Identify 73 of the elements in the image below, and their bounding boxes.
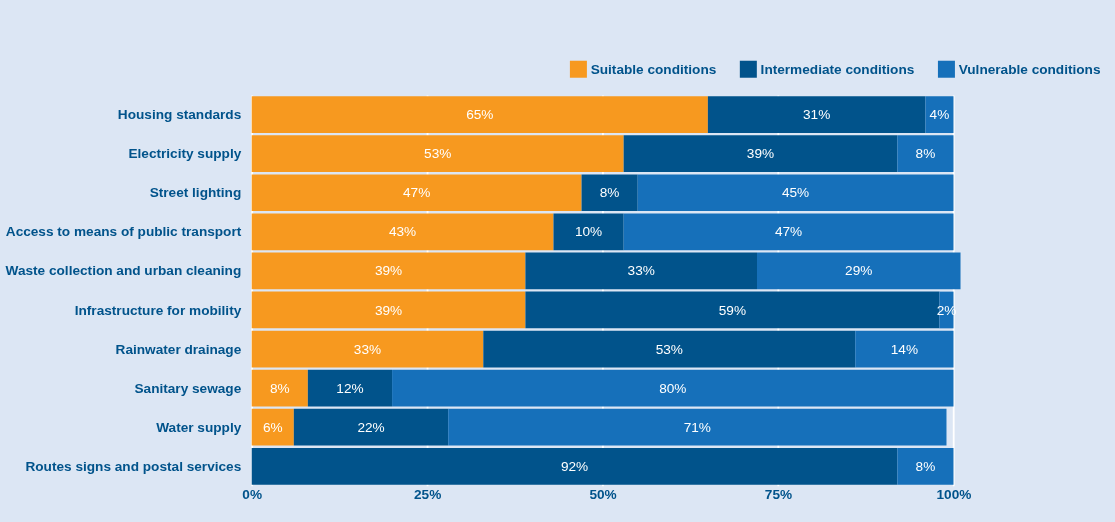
- y-tick-label: Housing standards: [117, 107, 242, 123]
- data-label: 47%: [402, 185, 431, 201]
- y-tick-label: Rainwater drainage: [115, 341, 242, 357]
- data-label: 8%: [269, 380, 290, 396]
- bar: [553, 213, 624, 251]
- data-label: 6%: [262, 419, 283, 435]
- x-tick-label: 50%: [589, 487, 617, 502]
- legend-label: Intermediate conditions: [760, 61, 915, 77]
- bar: [897, 135, 954, 173]
- data-label: 53%: [424, 146, 452, 162]
- data-label: 10%: [574, 224, 603, 240]
- data-label: 53%: [655, 341, 683, 357]
- bar: [483, 330, 856, 368]
- legend-label: Suitable conditions: [590, 61, 717, 77]
- bar: [392, 369, 954, 407]
- data-label: 47%: [774, 224, 803, 240]
- bar: [637, 174, 954, 212]
- bar: [897, 447, 954, 485]
- data-label: 33%: [353, 341, 382, 357]
- y-tick-label: Infrastructure for mobility: [74, 302, 242, 318]
- data-label: 31%: [803, 107, 831, 123]
- y-tick-label: Water supply: [156, 419, 242, 435]
- bar: [251, 213, 554, 251]
- data-label: 33%: [627, 263, 655, 279]
- data-label: 12%: [336, 380, 364, 396]
- data-label: 29%: [845, 263, 873, 279]
- bar: [251, 291, 526, 329]
- bar: [307, 369, 393, 407]
- bar: [623, 135, 898, 173]
- data-label: 39%: [746, 146, 775, 162]
- x-tick-label: 100%: [936, 487, 972, 502]
- x-tick-label: 75%: [764, 487, 793, 502]
- bar: [251, 447, 898, 485]
- data-label: 14%: [890, 341, 919, 357]
- bar: [448, 408, 947, 446]
- data-label: 71%: [683, 419, 711, 435]
- x-tick-label: 25%: [413, 487, 442, 502]
- data-label: 8%: [915, 458, 936, 474]
- bar: [251, 96, 708, 133]
- x-tick-label: 0%: [242, 487, 263, 502]
- bar: [925, 96, 954, 133]
- y-tick-label: Routes signs and postal services: [25, 458, 242, 474]
- data-label: 8%: [599, 185, 620, 201]
- bar: [251, 330, 484, 368]
- y-tick-label: Electricity supply: [128, 146, 242, 162]
- data-label: 80%: [659, 380, 687, 396]
- data-label: 39%: [374, 302, 403, 318]
- bar: [581, 174, 638, 212]
- data-label: 92%: [560, 458, 589, 474]
- bar: [623, 213, 954, 251]
- bar: [251, 408, 294, 446]
- bar: [251, 369, 308, 407]
- bar: [251, 135, 624, 173]
- bar: [251, 174, 582, 212]
- data-label: 59%: [718, 302, 747, 318]
- legend-label: Vulnerable conditions: [958, 61, 1101, 77]
- data-label: 65%: [466, 107, 494, 123]
- data-label: 39%: [374, 263, 403, 279]
- y-tick-label: Street lighting: [149, 185, 242, 201]
- data-label: 43%: [388, 224, 417, 240]
- data-label: 22%: [357, 419, 385, 435]
- bar: [251, 252, 526, 290]
- data-label: 8%: [915, 146, 936, 162]
- bar: [525, 252, 757, 290]
- bar: [757, 252, 961, 290]
- y-tick-label: Waste collection and urban cleaning: [5, 263, 242, 279]
- data-label: 4%: [929, 107, 950, 123]
- y-tick-label: Access to means of public transport: [5, 224, 242, 240]
- y-tick-label: Sanitary sewage: [134, 380, 242, 396]
- bar: [293, 408, 449, 446]
- bar: [855, 330, 954, 368]
- bar: [707, 96, 926, 133]
- data-label: 45%: [781, 185, 810, 201]
